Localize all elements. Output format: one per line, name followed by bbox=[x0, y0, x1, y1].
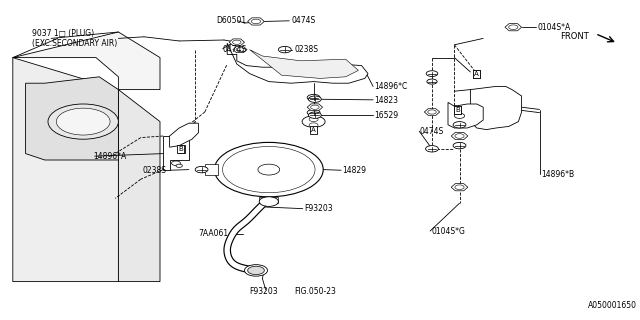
Polygon shape bbox=[451, 132, 468, 140]
Polygon shape bbox=[307, 104, 323, 110]
Circle shape bbox=[48, 104, 118, 139]
Circle shape bbox=[195, 166, 208, 173]
Circle shape bbox=[455, 134, 464, 138]
Text: 14896*C: 14896*C bbox=[374, 82, 408, 91]
Circle shape bbox=[244, 265, 268, 276]
Polygon shape bbox=[259, 197, 278, 203]
Circle shape bbox=[214, 142, 323, 197]
Polygon shape bbox=[233, 46, 247, 53]
Circle shape bbox=[307, 109, 320, 116]
Text: 7AA061: 7AA061 bbox=[198, 229, 228, 238]
Circle shape bbox=[453, 142, 466, 149]
Circle shape bbox=[426, 71, 438, 76]
Polygon shape bbox=[163, 136, 189, 170]
Circle shape bbox=[259, 197, 278, 206]
Circle shape bbox=[453, 122, 466, 128]
Circle shape bbox=[454, 113, 465, 118]
Text: 14829: 14829 bbox=[342, 166, 367, 175]
Text: 0104S*A: 0104S*A bbox=[538, 23, 571, 32]
Text: A: A bbox=[474, 71, 479, 76]
Text: B: B bbox=[178, 146, 183, 152]
Text: 9037 1□ (PLUG): 9037 1□ (PLUG) bbox=[32, 29, 94, 38]
Polygon shape bbox=[227, 43, 368, 83]
Circle shape bbox=[172, 161, 180, 165]
Text: 14823: 14823 bbox=[374, 96, 398, 105]
Polygon shape bbox=[229, 39, 244, 45]
Text: FRONT: FRONT bbox=[560, 32, 589, 41]
Circle shape bbox=[232, 40, 241, 44]
Text: 0474S: 0474S bbox=[291, 16, 316, 25]
Text: 14896*A: 14896*A bbox=[93, 152, 126, 161]
Circle shape bbox=[309, 123, 318, 127]
Circle shape bbox=[310, 105, 319, 109]
Text: 14896*B: 14896*B bbox=[541, 170, 574, 179]
Text: 0474S: 0474S bbox=[223, 45, 247, 54]
Circle shape bbox=[278, 46, 291, 53]
Text: FIG.050-23: FIG.050-23 bbox=[294, 287, 336, 296]
Text: B: B bbox=[455, 108, 460, 113]
Polygon shape bbox=[248, 18, 264, 25]
Text: 0104S*G: 0104S*G bbox=[432, 228, 466, 236]
Polygon shape bbox=[13, 58, 118, 282]
Circle shape bbox=[309, 111, 318, 116]
Circle shape bbox=[426, 146, 438, 152]
Polygon shape bbox=[470, 86, 522, 130]
Polygon shape bbox=[13, 32, 160, 90]
Circle shape bbox=[56, 108, 110, 135]
Text: 0474S: 0474S bbox=[419, 127, 444, 136]
Text: A050001650: A050001650 bbox=[588, 301, 637, 310]
Polygon shape bbox=[448, 102, 483, 128]
Text: 16529: 16529 bbox=[374, 111, 399, 120]
Polygon shape bbox=[118, 90, 160, 282]
Circle shape bbox=[427, 79, 437, 84]
Circle shape bbox=[252, 19, 260, 24]
Text: A: A bbox=[474, 71, 479, 76]
Circle shape bbox=[307, 94, 320, 101]
Circle shape bbox=[258, 164, 280, 175]
Polygon shape bbox=[505, 24, 522, 31]
Text: B: B bbox=[455, 108, 460, 113]
Polygon shape bbox=[250, 50, 358, 78]
Polygon shape bbox=[424, 109, 440, 115]
Circle shape bbox=[428, 110, 436, 114]
Circle shape bbox=[236, 48, 244, 52]
Circle shape bbox=[455, 185, 464, 189]
Polygon shape bbox=[170, 123, 198, 147]
Circle shape bbox=[308, 96, 321, 102]
Circle shape bbox=[223, 147, 315, 193]
Polygon shape bbox=[26, 77, 118, 160]
Text: (EXC.SECONDARY AIR): (EXC.SECONDARY AIR) bbox=[32, 39, 117, 48]
Circle shape bbox=[309, 117, 318, 122]
Polygon shape bbox=[205, 164, 218, 175]
Circle shape bbox=[248, 266, 264, 275]
Text: F93203: F93203 bbox=[250, 287, 278, 296]
Text: B: B bbox=[179, 146, 184, 152]
Circle shape bbox=[176, 164, 182, 167]
Text: 0238S: 0238S bbox=[143, 166, 166, 175]
Text: F93203: F93203 bbox=[304, 204, 333, 213]
Circle shape bbox=[302, 116, 325, 127]
Circle shape bbox=[308, 112, 321, 118]
Text: D60501: D60501 bbox=[216, 16, 246, 25]
Circle shape bbox=[509, 25, 518, 29]
Text: A: A bbox=[311, 127, 316, 132]
Polygon shape bbox=[451, 184, 468, 191]
Text: 0238S: 0238S bbox=[294, 45, 319, 54]
